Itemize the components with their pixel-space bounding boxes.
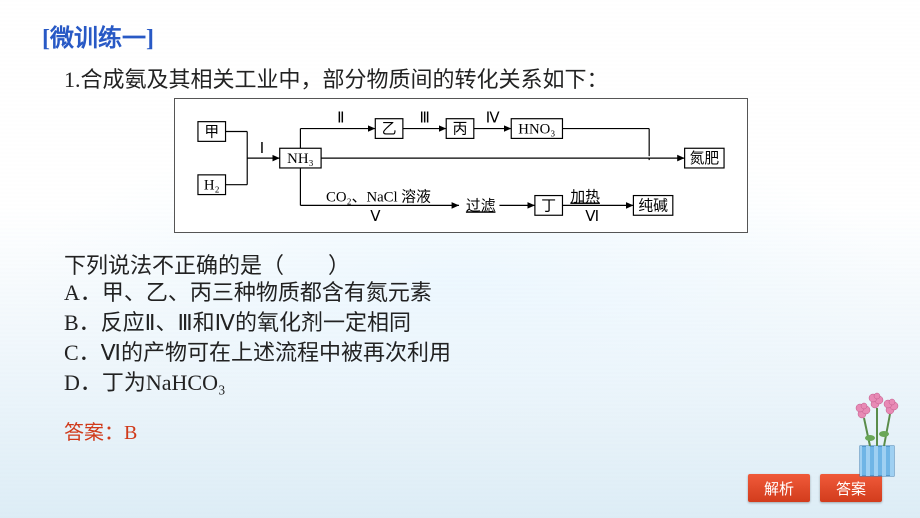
label-guolv: 过滤 [466, 197, 496, 214]
label-VI: Ⅵ [585, 209, 599, 225]
section-title: [微训练一] [42, 18, 154, 53]
box-ding: 丁 [541, 198, 556, 214]
label-co2-nacl: CO₂、NaCl 溶液 [326, 188, 431, 205]
box-danfei: 氮肥 [690, 150, 720, 167]
options: A．甲、乙、丙三种物质都含有氮元素 B．反应Ⅱ、Ⅲ和Ⅳ的氧化剂一定相同 C．Ⅵ的… [64, 278, 451, 398]
box-hno3: HNO₃ [518, 121, 555, 137]
question-stem: 1.合成氨及其相关工业中，部分物质间的转化关系如下： [64, 62, 609, 94]
label-jiare: 加热 [570, 188, 600, 205]
answer-line: 答案：B [64, 416, 137, 445]
option-b: B．反应Ⅱ、Ⅲ和Ⅳ的氧化剂一定相同 [64, 308, 451, 338]
option-d: D．丁为NaHCO₃ [64, 368, 451, 398]
box-nh3: NH₃ [287, 151, 313, 167]
label-I: Ⅰ [260, 141, 264, 157]
question-number: 1. [64, 67, 81, 92]
box-chunjian: 纯碱 [638, 197, 668, 214]
box-bing: 丙 [453, 121, 468, 137]
option-c: C．Ⅵ的产物可在上述流程中被再次利用 [64, 338, 451, 368]
flower-pot-icon [842, 384, 912, 482]
question-tail: 下列说法不正确的是（ ） [64, 248, 350, 280]
question-stem-text: 合成氨及其相关工业中，部分物质间的转化关系如下： [81, 67, 609, 92]
answer-value: B [124, 422, 137, 444]
flow-diagram: 甲 H₂ Ⅰ NH₃ Ⅱ 乙 Ⅲ 丙 Ⅳ HNO₃ 氮肥 CO₂、NaCl 溶液… [174, 98, 748, 233]
box-h2: H₂ [204, 178, 220, 194]
label-IV: Ⅳ [486, 111, 500, 127]
label-II: Ⅱ [337, 111, 344, 127]
label-V: Ⅴ [370, 209, 381, 225]
label-III: Ⅲ [419, 111, 429, 127]
analysis-button[interactable]: 解析 [748, 474, 810, 502]
box-jia: 甲 [204, 124, 219, 140]
answer-label: 答案： [64, 422, 124, 444]
box-yi: 乙 [382, 121, 397, 137]
option-a: A．甲、乙、丙三种物质都含有氮元素 [64, 278, 451, 308]
